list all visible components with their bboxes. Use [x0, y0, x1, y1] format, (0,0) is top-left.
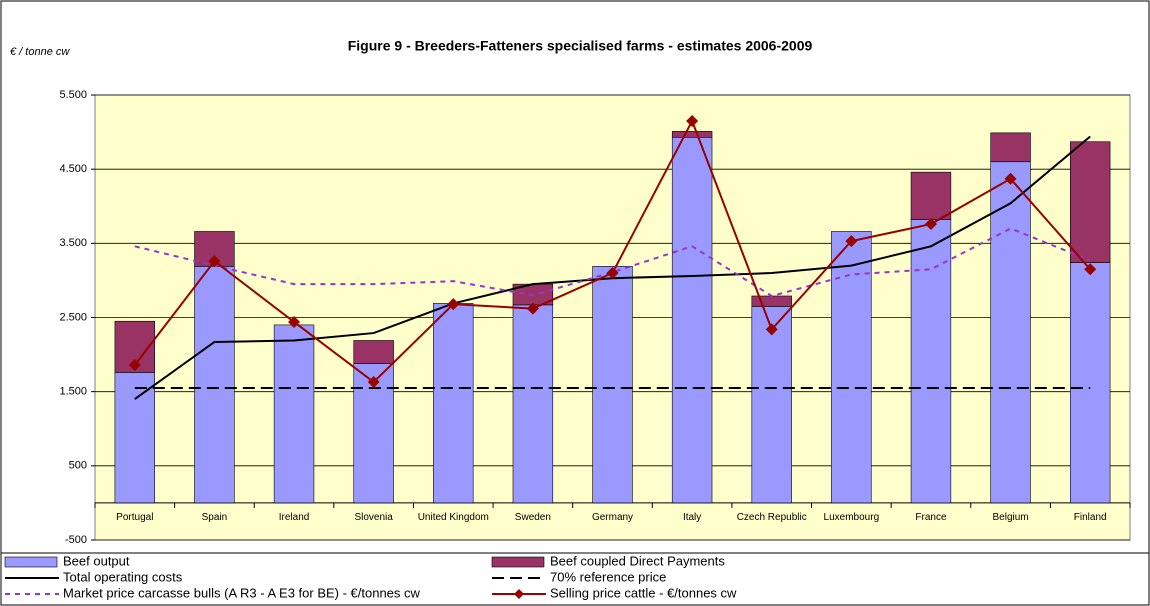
x-tick-label: Spain [201, 511, 228, 523]
legend-label: Total operating costs [63, 569, 183, 584]
x-tick-label: France [915, 511, 947, 523]
bar [990, 161, 1031, 504]
x-tick-label: Finland [1073, 511, 1107, 523]
marker [765, 323, 778, 336]
y-tick-label: 500 [69, 460, 87, 472]
chart-title: Figure 9 - Breeders-Fatteners specialise… [348, 38, 813, 54]
marker [447, 298, 460, 311]
x-tick-label: Slovenia [354, 511, 393, 523]
marker [128, 358, 141, 371]
x-tick-label: United Kingdom [417, 511, 489, 523]
x-tick-label: Luxembourg [823, 511, 880, 523]
marker [208, 255, 221, 268]
y-axis-label: € / tonne cw [10, 46, 70, 58]
bar [114, 372, 156, 504]
marker [924, 218, 937, 231]
x-tick-label: Belgium [992, 511, 1029, 523]
legend-box [0, 552, 1150, 606]
line-series [134, 227, 1091, 298]
bar [194, 266, 235, 504]
legend-label: Beef coupled Direct Payments [550, 553, 725, 568]
legend-swatch [491, 556, 545, 568]
y-tick-label: 3.500 [59, 237, 87, 249]
x-tick-label: Portugal [116, 511, 154, 523]
bar [671, 136, 713, 504]
x-tick-label: Ireland [278, 511, 310, 523]
bar [1069, 141, 1111, 263]
bar [512, 304, 554, 504]
y-tick-label: 2.500 [59, 311, 87, 323]
y-tick-label: -500 [65, 534, 87, 546]
bar [1069, 262, 1111, 504]
bar [751, 295, 792, 307]
x-tick-label: Italy [682, 511, 702, 523]
bar [990, 132, 1031, 163]
bar [353, 340, 394, 364]
marker [288, 315, 301, 328]
legend-label: Market price carcasse bulls (A R3 - A E3… [63, 585, 421, 600]
legend-label: Selling price cattle - €/tonnes cw [550, 585, 737, 600]
marker [606, 267, 619, 279]
bar [831, 231, 872, 504]
bar [910, 171, 952, 220]
marker [1084, 263, 1097, 276]
bar [910, 219, 952, 504]
legend-swatch [4, 556, 58, 568]
marker [845, 235, 858, 248]
bar [433, 303, 474, 504]
x-tick-label: Sweden [514, 511, 551, 523]
bar [273, 324, 315, 504]
bar [592, 266, 633, 504]
legend-label: Beef output [63, 553, 130, 568]
x-tick-label: Germany [591, 511, 634, 523]
x-tick-label: Czech Republic [736, 511, 807, 523]
y-tick-label: 1.500 [59, 386, 87, 398]
marker [1004, 172, 1017, 185]
legend-label: 70% reference price [550, 569, 666, 584]
y-tick-label: 4.500 [59, 163, 87, 175]
legend-marker [514, 589, 524, 599]
y-tick-label: 5.500 [59, 89, 87, 101]
marker [686, 114, 699, 127]
marker [526, 302, 539, 315]
bar [671, 131, 713, 138]
bar [751, 306, 792, 504]
marker [367, 376, 380, 389]
